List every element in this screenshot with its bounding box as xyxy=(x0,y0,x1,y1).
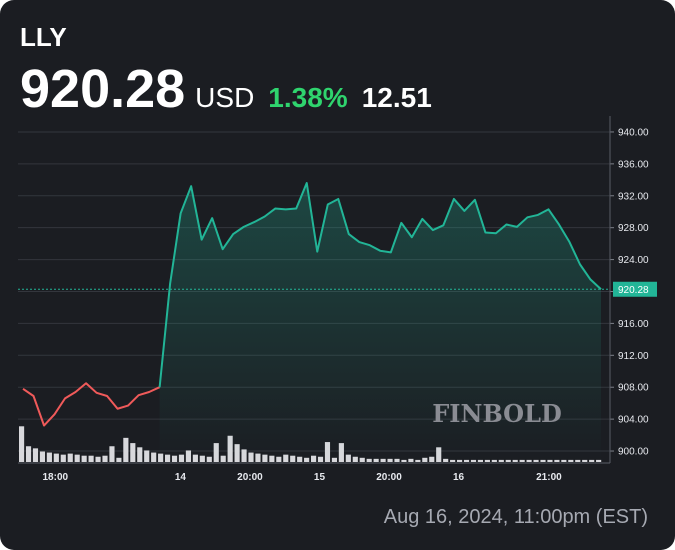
volume-bar xyxy=(60,454,66,462)
price-line-down xyxy=(22,382,161,427)
price-line xyxy=(22,182,602,427)
y-tick-label: 940.00 xyxy=(618,127,649,138)
price-line-up xyxy=(158,182,602,388)
change-value: 12.51 xyxy=(361,82,432,113)
volume-bar xyxy=(151,452,157,462)
volume-bar xyxy=(32,448,39,462)
volume-bar xyxy=(46,452,52,462)
last-price-tag-label: 920.28 xyxy=(618,285,649,296)
y-tick-label: 912.00 xyxy=(618,351,649,362)
y-tick-label: 900.00 xyxy=(618,447,649,458)
volume-bar xyxy=(137,447,143,462)
axes: 900.00904.00908.00912.00916.00920.00924.… xyxy=(18,116,657,483)
volume-bar xyxy=(39,451,46,462)
timestamp: Aug 16, 2024, 11:00pm (EST) xyxy=(383,506,648,528)
y-tick-label: 924.00 xyxy=(618,255,649,266)
volume-bar xyxy=(123,437,129,462)
currency-label: USD xyxy=(195,82,255,113)
volume-bar xyxy=(19,426,25,462)
volume-bar xyxy=(53,453,59,462)
x-tick-label: 20:00 xyxy=(237,472,263,483)
finbold-watermark: FINBOLD xyxy=(432,399,562,428)
volume-bar xyxy=(81,455,87,462)
y-tick-label: 936.00 xyxy=(618,159,649,170)
volume-bar xyxy=(95,456,101,462)
ticker-symbol: LLY xyxy=(20,22,67,52)
price-area xyxy=(159,183,602,463)
volume-bar xyxy=(130,443,136,462)
volume-bar xyxy=(88,455,94,462)
y-tick-label: 928.00 xyxy=(618,223,649,234)
y-tick-label: 932.00 xyxy=(618,191,649,202)
volume-bar xyxy=(67,453,73,462)
volume-bar xyxy=(144,450,150,462)
quote-row: 920.28 USD 1.38% 12.51 xyxy=(20,58,432,120)
x-tick-label: 21:00 xyxy=(536,472,562,483)
y-tick-label: 908.00 xyxy=(618,383,649,394)
price-area-fill xyxy=(159,183,602,463)
x-tick-label: 14 xyxy=(175,472,187,483)
change-percent: 1.38% xyxy=(268,82,348,113)
x-tick-label: 18:00 xyxy=(42,472,68,483)
y-tick-label: 916.00 xyxy=(618,319,649,330)
volume-bar xyxy=(102,455,108,462)
y-tick-label: 904.00 xyxy=(618,415,649,426)
x-tick-label: 16 xyxy=(453,472,465,483)
volume-bar xyxy=(25,446,32,462)
volume-bar xyxy=(116,457,122,462)
last-price-tag xyxy=(613,281,657,297)
x-tick-label: 15 xyxy=(314,472,326,483)
x-tick-label: 20:00 xyxy=(376,472,402,483)
last-price: 920.28 xyxy=(20,59,186,119)
volume-bar xyxy=(74,454,80,462)
volume-bar xyxy=(109,446,115,462)
